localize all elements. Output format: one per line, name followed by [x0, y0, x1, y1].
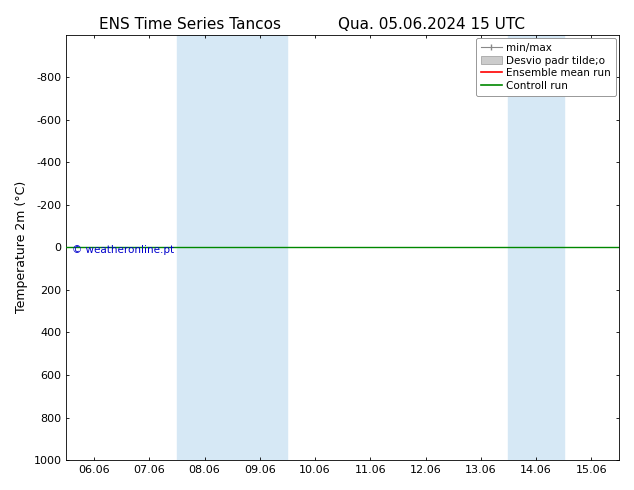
Bar [508, 35, 564, 460]
Legend: min/max, Desvio padr tilde;o, Ensemble mean run, Controll run: min/max, Desvio padr tilde;o, Ensemble m… [476, 38, 616, 96]
Text: © weatheronline.pt: © weatheronline.pt [72, 245, 174, 255]
Bar [177, 35, 287, 460]
Y-axis label: Temperature 2m (°C): Temperature 2m (°C) [15, 181, 28, 314]
Text: Qua. 05.06.2024 15 UTC: Qua. 05.06.2024 15 UTC [338, 17, 524, 32]
Text: ENS Time Series Tancos: ENS Time Series Tancos [99, 17, 281, 32]
